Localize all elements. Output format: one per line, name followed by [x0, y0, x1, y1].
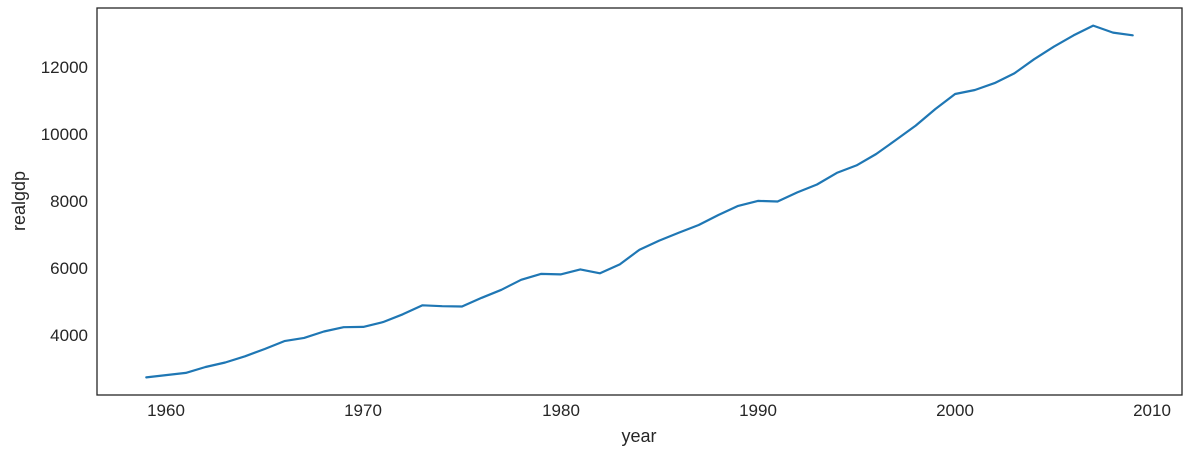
x-tick-label: 1990: [739, 401, 777, 420]
x-tick-label: 1970: [344, 401, 382, 420]
x-tick-label: 1980: [542, 401, 580, 420]
axes-box: [96, 7, 1183, 396]
y-axis-label: realgdp: [9, 170, 29, 232]
x-tick-label: 2010: [1133, 401, 1171, 420]
realgdp-line: [145, 24, 1134, 379]
y-tick-label: 4000: [50, 326, 88, 345]
x-tick-label: 1960: [147, 401, 185, 420]
x-axis-label: year: [621, 426, 657, 446]
y-tick-label: 6000: [50, 259, 88, 278]
y-tick-label: 10000: [40, 125, 88, 144]
y-tick-label: 12000: [40, 58, 88, 77]
x-tick-label: 2000: [936, 401, 974, 420]
y-tick-label: 8000: [50, 192, 88, 211]
